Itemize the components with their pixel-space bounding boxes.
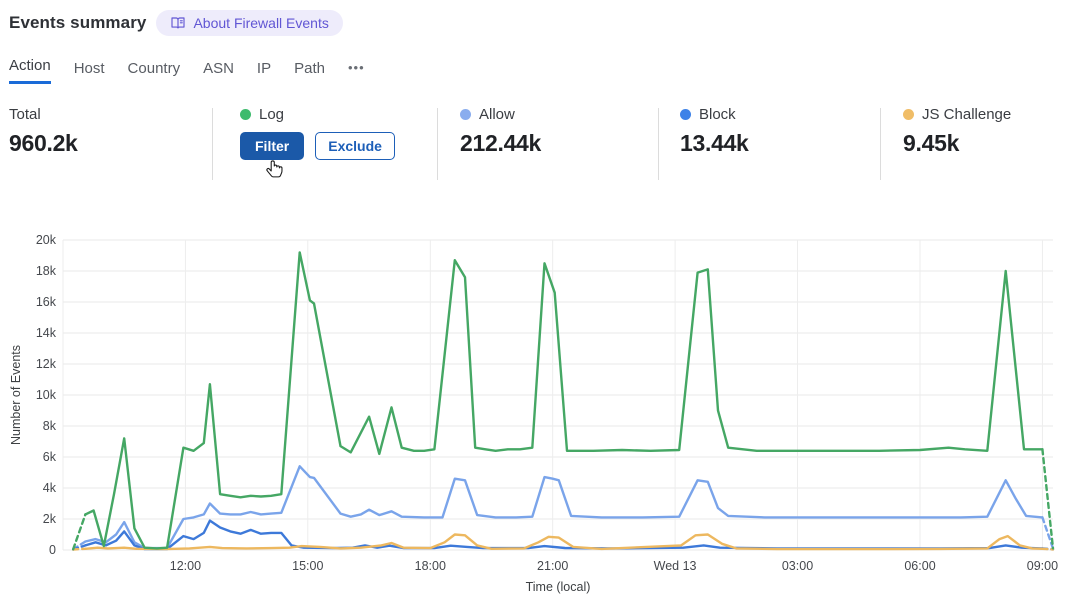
tab-path[interactable]: Path: [294, 60, 325, 77]
x-tick-label: 15:00: [292, 559, 323, 573]
series-block-line: [84, 519, 1044, 551]
y-tick-label: 14k: [36, 326, 57, 340]
y-tick-label: 16k: [36, 295, 57, 309]
series-js-challenge-line: [84, 533, 1044, 551]
series-allow-line: [84, 465, 1044, 550]
stat-js-challenge-label: JS Challenge: [922, 106, 1012, 123]
page-title: Events summary: [9, 13, 147, 32]
x-axis-title: Time (local): [526, 580, 591, 594]
allow-dot-icon: [460, 109, 471, 120]
stat-log: Log Filter Exclude: [240, 106, 395, 160]
js-challenge-dot-icon: [903, 109, 914, 120]
y-tick-label: 10k: [36, 388, 57, 402]
about-firewall-events-label: About Firewall Events: [193, 15, 329, 31]
stat-block-value: 13.44k: [680, 130, 749, 156]
tab-asn[interactable]: ASN: [203, 60, 234, 77]
stat-log-label: Log: [259, 106, 285, 123]
y-tick-label: 6k: [43, 450, 57, 464]
y-tick-label: 4k: [43, 481, 57, 495]
stat-total: Total 960.2k: [9, 106, 78, 157]
y-tick-label: 12k: [36, 357, 57, 371]
stat-allow: Allow 212.44k: [460, 106, 541, 157]
stat-block-label: Block: [699, 106, 736, 123]
y-tick-label: 20k: [36, 233, 57, 247]
stats-row: Total 960.2k Log Filter Exclude Allow 21…: [9, 106, 1064, 186]
y-axis-title: Number of Events: [9, 345, 23, 445]
series-log-lead-out: [1041, 448, 1055, 550]
series-js-challenge-lead-in: [72, 547, 87, 551]
tab-host[interactable]: Host: [73, 60, 105, 77]
stats-divider: [880, 108, 881, 180]
series-log-lead-in: [72, 513, 87, 551]
series-js-challenge-lead-out: [1041, 547, 1055, 551]
x-tick-label: 12:00: [170, 559, 201, 573]
stats-divider: [437, 108, 438, 180]
stat-block: Block 13.44k: [680, 106, 749, 157]
tab-ip[interactable]: IP: [256, 60, 272, 77]
book-icon: [171, 17, 186, 29]
page-header: Events summary About Firewall Events: [9, 10, 343, 36]
series-log-line: [84, 251, 1044, 550]
summary-tabs: Action Host Country ASN IP Path •••: [9, 57, 365, 84]
stat-js-challenge: JS Challenge 9.45k: [903, 106, 1011, 157]
stats-divider: [658, 108, 659, 180]
x-tick-label: 06:00: [904, 559, 935, 573]
about-firewall-events-badge[interactable]: About Firewall Events: [156, 10, 343, 36]
x-tick-label: 09:00: [1027, 559, 1058, 573]
x-tick-label: 21:00: [537, 559, 568, 573]
exclude-button[interactable]: Exclude: [315, 132, 395, 160]
stat-total-label: Total: [9, 106, 41, 123]
tab-action[interactable]: Action: [9, 57, 51, 84]
stats-divider: [212, 108, 213, 180]
y-tick-label: 2k: [43, 512, 57, 526]
more-tabs-icon[interactable]: •••: [347, 60, 365, 75]
stat-allow-value: 212.44k: [460, 130, 542, 156]
series-allow-lead-out: [1041, 516, 1055, 550]
x-tick-label: Wed 13: [654, 559, 697, 573]
stat-allow-label: Allow: [479, 106, 515, 123]
events-chart[interactable]: 0 2k 4k 6k 8k 10k 12k 14k 16k 18k 20k 12:00 15:00 18:…: [0, 223, 1068, 598]
stat-total-value: 960.2k: [9, 130, 78, 156]
block-dot-icon: [680, 109, 691, 120]
x-tick-label: 18:00: [415, 559, 446, 573]
y-tick-label: 0: [49, 543, 56, 557]
tab-country[interactable]: Country: [127, 60, 181, 77]
filter-button[interactable]: Filter: [240, 132, 305, 160]
y-tick-label: 8k: [43, 419, 57, 433]
stat-js-challenge-value: 9.45k: [903, 130, 960, 156]
log-dot-icon: [240, 109, 251, 120]
y-tick-label: 18k: [36, 264, 57, 278]
x-tick-label: 03:00: [782, 559, 813, 573]
